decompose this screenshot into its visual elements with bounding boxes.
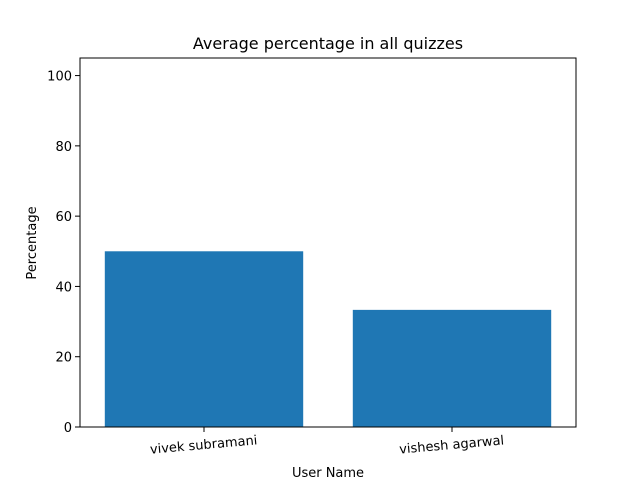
bars [104, 251, 552, 427]
y-axis: 0 20 40 60 80 100 [47, 70, 80, 436]
y-tick-label: 0 [64, 421, 72, 436]
plot-frame [79, 57, 577, 428]
y-tick-label: 20 [55, 351, 72, 366]
x-axis: vivek subramani vishesh agarwal [149, 427, 505, 458]
y-tick-label: 100 [47, 70, 72, 85]
bar [104, 251, 304, 427]
chart-title: Average percentage in all quizzes [193, 34, 463, 53]
bar [352, 309, 552, 427]
y-tick-label: 40 [55, 280, 72, 295]
x-tick-label: vishesh agarwal [399, 433, 505, 457]
x-tick-label: vivek subramani [149, 433, 258, 457]
y-axis-label: Percentage [25, 206, 40, 279]
y-tick-label: 80 [55, 140, 72, 155]
y-tick-label: 60 [55, 210, 72, 225]
x-axis-label: User Name [292, 466, 364, 480]
